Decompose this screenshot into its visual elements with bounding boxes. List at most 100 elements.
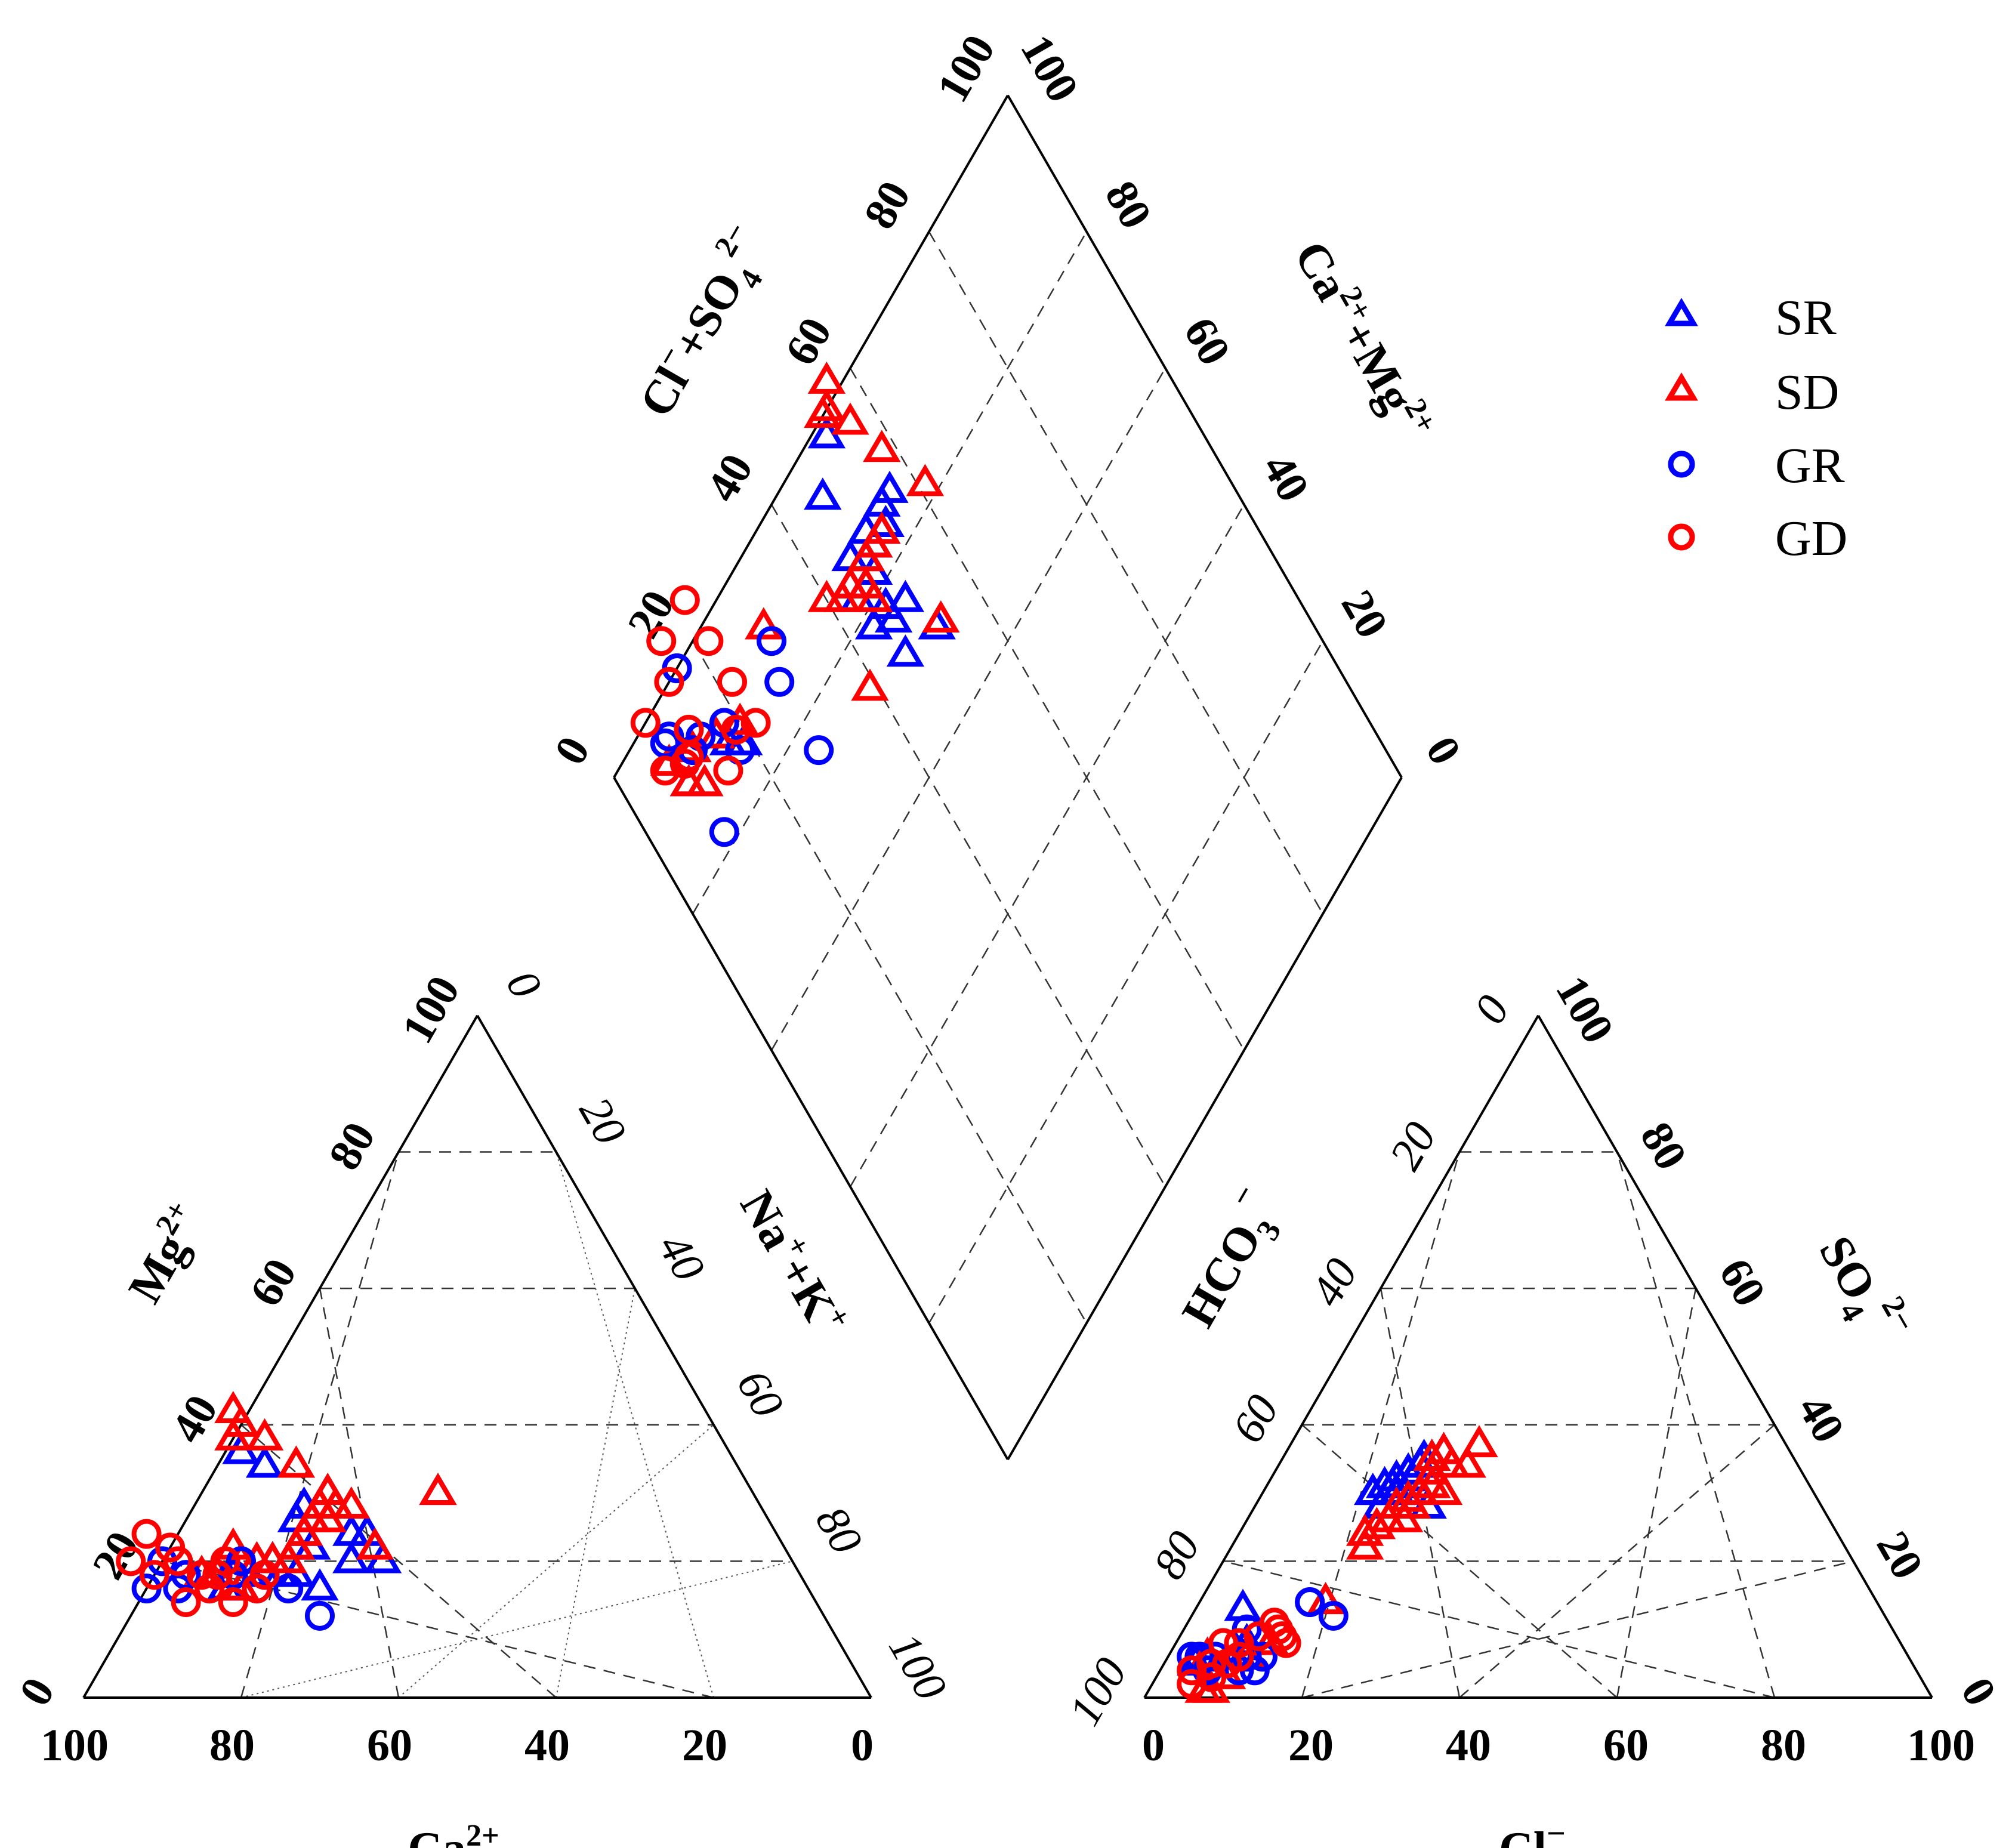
- point-sd-diamond: [922, 600, 960, 633]
- point-sr-diamond: [886, 579, 925, 612]
- point-sd-diamond: [847, 566, 885, 598]
- tick-label: 0: [496, 962, 551, 1007]
- tick-label: 100: [1011, 26, 1088, 110]
- point-sd-diamond: [807, 361, 846, 394]
- tick-label: 20: [1332, 582, 1398, 646]
- tick-label: 60: [1709, 1250, 1776, 1315]
- frame-edge: [613, 776, 1009, 1460]
- point-sd-cation: [316, 1486, 355, 1519]
- point-gr-cation: [305, 1600, 335, 1631]
- legend: SR SD GR GD: [1665, 290, 1847, 566]
- point-gd-cation: [139, 1560, 169, 1590]
- grid-line: [692, 231, 1088, 915]
- diamond-left-axis-label: Cl−+SO42−: [622, 217, 786, 430]
- point-gr-diamond: [709, 817, 739, 847]
- point-sd-anion: [1385, 1500, 1424, 1532]
- point-gd-cation: [171, 1587, 201, 1617]
- grid-line: [1616, 1288, 1697, 1698]
- point-gd-diamond: [654, 667, 684, 697]
- anion-bottom-axis-label: Cl−: [1499, 1815, 1566, 1848]
- point-gd-diamond: [650, 755, 680, 786]
- point-sd-cation: [183, 1554, 221, 1587]
- point-sr-diamond: [871, 470, 909, 503]
- point-gd-diamond: [740, 708, 771, 738]
- point-sd-diamond: [851, 668, 889, 701]
- anion-left-axis-label: HCO3−: [1160, 1178, 1298, 1340]
- point-gd-diamond: [717, 667, 747, 697]
- point-sd-cation: [245, 1418, 284, 1451]
- point-gd-cation: [187, 1560, 217, 1590]
- point-sd-diamond: [745, 607, 783, 640]
- point-sr-cation: [245, 1445, 284, 1478]
- point-sd-anion: [1413, 1466, 1451, 1498]
- point-gd-cation: [218, 1587, 248, 1617]
- point-gd-anion: [1177, 1669, 1207, 1699]
- point-sr-diamond: [886, 634, 925, 667]
- point-sd-diamond: [807, 388, 846, 421]
- tick-label: 20: [682, 1720, 727, 1770]
- cation-right-axis-label: Na++K+: [730, 1180, 858, 1345]
- point-gr-diamond: [757, 626, 786, 656]
- point-gr-diamond: [654, 721, 684, 752]
- point-gd-diamond: [674, 714, 704, 745]
- tick-label: 20: [1288, 1720, 1334, 1770]
- point-gd-cation: [210, 1546, 240, 1576]
- grid-line: [556, 1288, 635, 1698]
- tick-label: 0: [1142, 1720, 1165, 1770]
- point-gd-anion: [1259, 1608, 1289, 1638]
- legend-marker-sr: [1665, 298, 1698, 326]
- point-sr-diamond: [874, 600, 913, 633]
- diamond-right-axis-label: Ca2++Mg2+: [1284, 230, 1443, 450]
- frame-edge: [613, 94, 1009, 778]
- grid-line: [556, 1152, 714, 1698]
- point-gd-anion: [1212, 1648, 1242, 1679]
- point-gr-diamond: [764, 667, 795, 697]
- point-gd-diamond: [669, 748, 700, 779]
- tick-label: 0: [1951, 1670, 2006, 1714]
- data-points: [116, 361, 1498, 1703]
- grid-line: [1301, 1560, 1854, 1699]
- tick-label: 60: [1603, 1720, 1649, 1770]
- point-gd-cation: [249, 1560, 280, 1590]
- legend-label-sd: SD: [1775, 365, 1839, 420]
- anion-right-axis-label: SO42−: [1801, 1221, 1923, 1358]
- plot-frames: [82, 94, 1933, 1699]
- tick-label: 100: [879, 1625, 956, 1709]
- point-sd-diamond: [807, 579, 846, 612]
- tick-label: 0: [1416, 728, 1471, 773]
- point-gd-diamond: [693, 626, 724, 656]
- cation-left-axis-label: Mg2+: [115, 1195, 215, 1312]
- point-sd-diamond: [831, 402, 869, 435]
- grid-line: [849, 504, 1245, 1187]
- tick-label: 100: [927, 26, 1005, 110]
- grid-line: [1616, 1152, 1776, 1698]
- tick-label: 60: [1174, 309, 1241, 374]
- tick-label: 40: [649, 1225, 715, 1289]
- grid-line: [1223, 1560, 1775, 1699]
- tick-label: 0: [10, 1670, 64, 1714]
- tick-label: 40: [1253, 446, 1319, 510]
- tick-label: 20: [1867, 1523, 1933, 1587]
- grid-line: [928, 640, 1324, 1323]
- grid-line: [240, 1560, 793, 1698]
- frame-edge: [476, 1014, 872, 1698]
- legend-marker-sd: [1665, 372, 1698, 401]
- point-sr-diamond: [804, 477, 842, 510]
- point-gr-anion: [1318, 1600, 1349, 1631]
- grid-line: [928, 231, 1324, 915]
- point-gd-cation: [131, 1519, 162, 1549]
- tick-label: 0: [545, 728, 600, 773]
- tick-label: 80: [1144, 1523, 1210, 1587]
- tick-label: 20: [1380, 1114, 1446, 1178]
- tick-label: 60: [776, 309, 842, 374]
- tick-label: 80: [854, 172, 921, 237]
- point-sd-anion: [1306, 1582, 1345, 1615]
- tick-label: 60: [1223, 1387, 1289, 1451]
- point-sd-cation: [214, 1390, 252, 1423]
- grid-line: [1459, 1424, 1775, 1698]
- tick-label: 60: [727, 1362, 794, 1426]
- point-sd-cation: [419, 1473, 457, 1505]
- point-gr-cation: [226, 1546, 256, 1576]
- point-sr-cation: [301, 1568, 339, 1601]
